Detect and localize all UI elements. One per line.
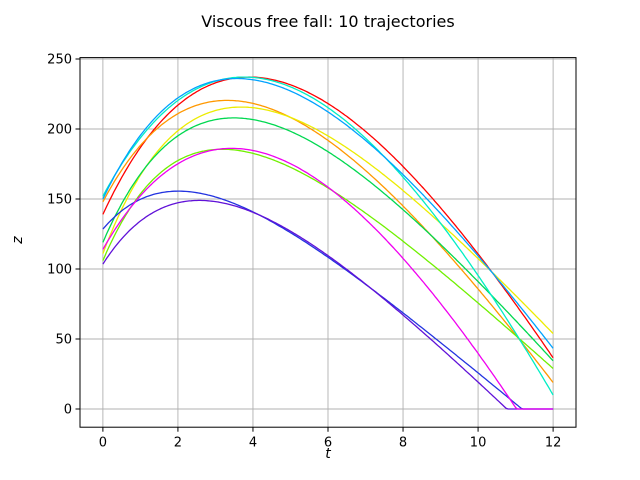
tick-label-x-10: 10 <box>470 436 487 451</box>
tick-label-x-8: 8 <box>399 436 407 451</box>
tick-label-y-250: 250 <box>47 53 72 68</box>
tick-label-x-0: 0 <box>99 436 107 451</box>
tick-label-y-100: 100 <box>47 263 72 278</box>
trajectory-7-deepskyblue <box>102 77 554 349</box>
tick-label-x-4: 4 <box>249 436 257 451</box>
trajectory-3-yellow <box>102 106 554 335</box>
tick-label-y-50: 50 <box>55 333 72 348</box>
trajectory-10-magenta <box>102 147 554 410</box>
trajectory-2-orange <box>102 99 554 383</box>
tick-label-y-200: 200 <box>47 123 72 138</box>
trajectory-5-green <box>102 117 554 362</box>
tick-label-y-0: 0 <box>64 403 72 418</box>
trajectory-8-blue <box>102 190 554 410</box>
trajectory-9-violet <box>102 199 554 410</box>
tick-label-x-12: 12 <box>545 436 562 451</box>
tick-label-x-2: 2 <box>174 436 182 451</box>
chart-title: Viscous free fall: 10 trajectories <box>201 12 455 31</box>
tick-label-y-150: 150 <box>47 193 72 208</box>
x-axis-label: t <box>325 446 331 462</box>
trajectory-6-turquoise <box>102 76 554 396</box>
trajectory-1-red <box>102 76 554 359</box>
tick-label-x-6: 6 <box>324 436 332 451</box>
